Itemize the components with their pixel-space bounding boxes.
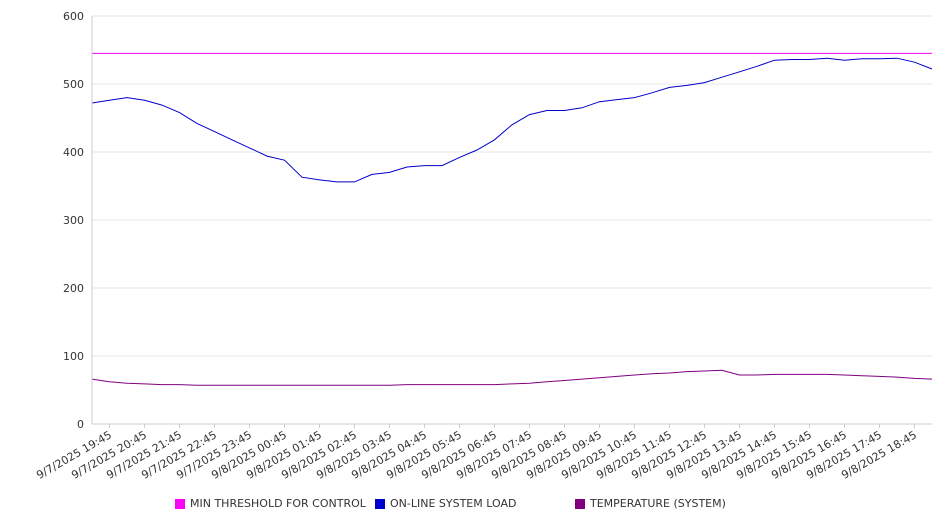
legend: MIN THRESHOLD FOR CONTROL ON-LINE SYSTEM… — [0, 497, 946, 515]
y-tick-label: 200 — [63, 282, 84, 295]
series-lines — [91, 52, 933, 386]
y-tick-label: 300 — [63, 214, 84, 227]
x-axis-tick-labels: 9/7/2025 19:459/7/2025 20:459/7/2025 21:… — [34, 424, 919, 482]
series-line-system-load — [91, 57, 933, 183]
y-tick-label: 400 — [63, 146, 84, 159]
y-tick-label: 600 — [63, 10, 84, 23]
legend-swatch-min-threshold — [175, 498, 185, 509]
y-tick-label: 0 — [77, 418, 84, 431]
y-tick-label: 100 — [63, 350, 84, 363]
legend-label-system-load: ON-LINE SYSTEM LOAD — [390, 497, 517, 510]
legend-swatch-system-load — [375, 498, 385, 509]
legend-item-min-threshold[interactable]: MIN THRESHOLD FOR CONTROL — [175, 497, 366, 510]
legend-item-temperature[interactable]: TEMPERATURE (SYSTEM) — [575, 497, 726, 510]
series-line-temperature — [91, 369, 933, 386]
y-tick-label: 500 — [63, 78, 84, 91]
legend-label-min-threshold: MIN THRESHOLD FOR CONTROL — [190, 497, 366, 510]
gridlines — [92, 15, 932, 357]
legend-item-system-load[interactable]: ON-LINE SYSTEM LOAD — [375, 497, 516, 510]
legend-swatch-temperature — [575, 498, 585, 509]
y-axis-tick-labels: 0 100 200 300 400 500 600 — [63, 10, 84, 431]
legend-label-temperature: TEMPERATURE (SYSTEM) — [590, 497, 726, 510]
